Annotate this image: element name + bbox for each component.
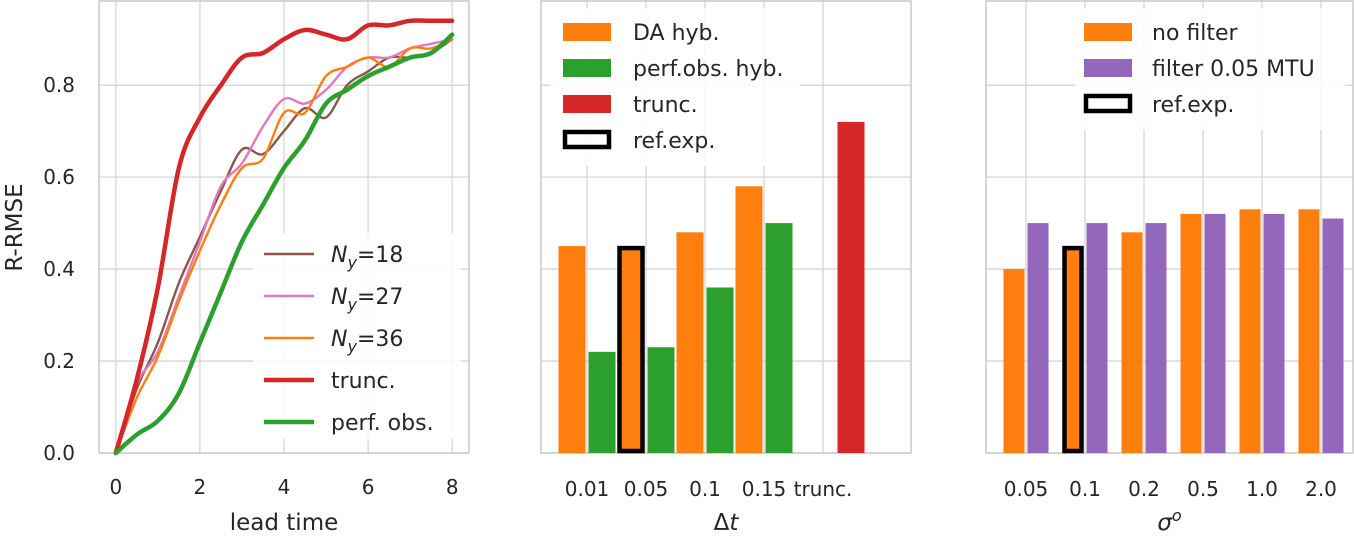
bar <box>588 351 616 453</box>
category-label: 0.1 <box>689 477 721 501</box>
bar <box>676 232 704 453</box>
series-line-1 <box>114 38 454 455</box>
x-tick-label: 6 <box>362 475 375 499</box>
legend-label: trunc. <box>331 369 396 394</box>
legend-label: trunc. <box>633 93 698 118</box>
axes-frame <box>98 0 470 454</box>
x-axis-label: Δt <box>714 510 740 536</box>
panel-lead-time: 0.0 0.2 0.4 0.6 0.8 0 2 4 6 8 lead time R-RMSE Ny=18… <box>2 0 470 536</box>
x-axis-label: lead time <box>230 510 339 536</box>
reference-bar-outline <box>617 245 645 454</box>
legend-label-ny: Ny=18 <box>331 243 403 272</box>
legend-label: no filter <box>1152 21 1239 46</box>
legend-label-ny: Ny=27 <box>331 285 403 314</box>
legend-label: DA hyb. <box>633 21 720 46</box>
legend-label: filter 0.05 MTU <box>1152 57 1315 82</box>
category-label: 0.01 <box>565 477 610 501</box>
category-label: 2.0 <box>1305 477 1337 501</box>
category-label: 0.05 <box>1004 477 1049 501</box>
bar <box>837 121 865 453</box>
legend-swatch <box>562 129 612 150</box>
bar <box>1086 223 1108 453</box>
series-line-4 <box>113 32 455 456</box>
x-tick-label: 4 <box>278 475 291 499</box>
bar <box>1062 246 1084 453</box>
series-line-3 <box>113 18 455 456</box>
legend-label: ref.exp. <box>1152 93 1234 118</box>
legend-label-ny: Ny=36 <box>331 327 403 356</box>
legend-swatch <box>1084 59 1132 77</box>
bar <box>735 186 763 453</box>
x-tick-label: 8 <box>446 475 459 499</box>
axes-frame <box>985 0 1354 454</box>
legend-swatch <box>1083 93 1133 114</box>
bar <box>1204 213 1226 453</box>
legend-2: no filter filter 0.05 MTU ref.exp. <box>1075 8 1345 130</box>
bar <box>1239 209 1261 453</box>
bar <box>1322 218 1344 453</box>
bar <box>1027 223 1049 453</box>
legend-swatch <box>1084 23 1132 41</box>
legend-lead-time: Ny=18 Ny=27 Ny=36 trunc. perf. obs. <box>253 233 461 439</box>
bar <box>1003 269 1025 453</box>
legend-swatch <box>563 23 611 41</box>
category-label: 0.1 <box>1069 477 1101 501</box>
x-tick-label: 0 <box>109 475 122 499</box>
bar <box>1145 223 1167 453</box>
bar <box>647 347 675 453</box>
legend-swatch <box>563 95 611 113</box>
y-tick-label: 0.0 <box>43 441 75 465</box>
bar <box>617 246 645 453</box>
bar <box>1121 232 1143 453</box>
legend-label: perf.obs. hyb. <box>633 57 783 82</box>
bar <box>1263 213 1285 453</box>
y-tick-label: 0.4 <box>43 257 75 281</box>
reference-bar-outline <box>1062 245 1084 454</box>
category-label: 0.5 <box>1187 477 1219 501</box>
legend-swatch <box>563 59 611 77</box>
x-tick-label: 2 <box>194 475 207 499</box>
bar <box>1298 209 1320 453</box>
category-label: 1.0 <box>1246 477 1278 501</box>
bar <box>706 287 734 453</box>
panel-bars-1: 0.01 0.05 0.1 0.15 trunc. Δt DA hyb. perf.obs. … <box>540 0 912 536</box>
y-axis-label: R-RMSE <box>2 183 28 271</box>
legend-1: DA hyb. perf.obs. hyb. trunc. ref.exp. <box>550 8 800 166</box>
panel-bars-2: 0.05 0.1 0.2 0.5 1.0 2.0 σo no filter filter 0.0… <box>985 0 1354 536</box>
category-label: 0.2 <box>1128 477 1160 501</box>
category-label: 0.05 <box>624 477 669 501</box>
legend-label: ref.exp. <box>633 129 715 154</box>
y-tick-label: 0.6 <box>43 165 75 189</box>
legend-label: perf. obs. <box>331 411 434 436</box>
bar <box>1180 213 1202 453</box>
y-tick-label: 0.2 <box>43 349 75 373</box>
y-tick-label: 0.8 <box>43 73 75 97</box>
bar <box>558 246 586 453</box>
x-axis-label: σo <box>1157 506 1182 536</box>
bar <box>765 223 793 453</box>
category-label: trunc. <box>794 477 853 501</box>
category-label: 0.15 <box>742 477 787 501</box>
